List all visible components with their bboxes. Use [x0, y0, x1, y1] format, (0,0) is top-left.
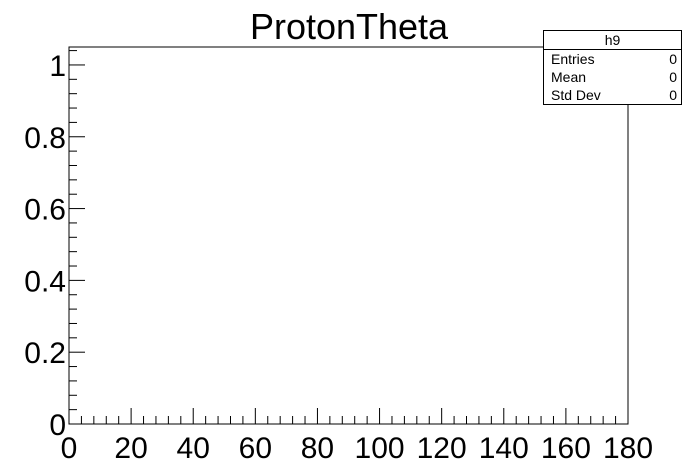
x-tick-label: 120 [417, 432, 467, 465]
plot-frame [68, 46, 629, 425]
stats-row-entries: Entries 0 [544, 50, 681, 68]
stats-value-entries: 0 [669, 51, 677, 67]
y-tick-labels: 0 0.2 0.4 0.6 0.8 1 [24, 50, 66, 442]
axis-ticks [68, 50, 629, 425]
stats-label-mean: Mean [551, 69, 587, 85]
y-tick-label: 0 [49, 409, 66, 442]
x-tick-label: 160 [541, 432, 591, 465]
stats-value-mean: 0 [669, 69, 677, 85]
chart-title: ProtonTheta [249, 6, 449, 47]
stats-label-stddev: Std Dev [551, 87, 601, 103]
y-tick-label: 0.6 [24, 194, 66, 227]
y-tick-label: 0.8 [24, 122, 66, 155]
y-tick-label: 0.2 [24, 337, 66, 370]
x-tick-label: 40 [177, 432, 210, 465]
x-tick-label: 180 [603, 432, 653, 465]
y-tick-label: 0.4 [24, 265, 66, 298]
stats-box-name: h9 [544, 31, 681, 50]
x-tick-label: 140 [479, 432, 529, 465]
stats-value-stddev: 0 [669, 87, 677, 103]
x-tick-label: 80 [301, 432, 334, 465]
x-tick-label: 0 [61, 432, 78, 465]
stats-label-entries: Entries [551, 51, 595, 67]
x-tick-labels: 0 20 40 60 80 100 120 140 160 180 [61, 432, 653, 465]
stats-box: h9 Entries 0 Mean 0 Std Dev 0 [543, 30, 682, 105]
stats-row-mean: Mean 0 [544, 68, 681, 86]
x-tick-label: 100 [355, 432, 405, 465]
x-tick-label: 60 [239, 432, 272, 465]
y-tick-label: 1 [49, 50, 66, 83]
stats-row-stddev: Std Dev 0 [544, 86, 681, 104]
x-tick-label: 20 [114, 432, 147, 465]
